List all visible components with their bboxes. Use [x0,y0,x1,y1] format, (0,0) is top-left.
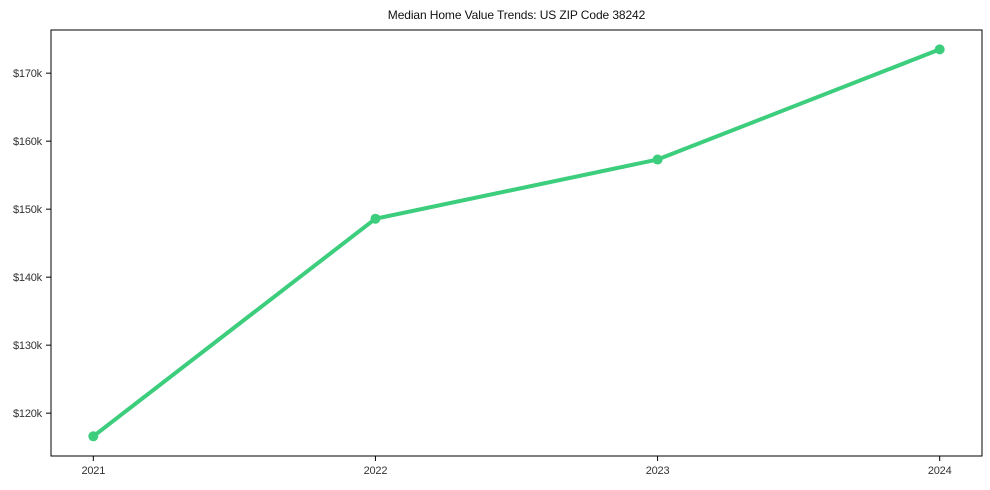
plot-border [50,29,983,457]
data-point-2024 [934,44,945,55]
x-tick-label: 2021 [81,465,105,477]
y-tick-label: $160k [13,136,43,148]
y-tick-label: $130k [13,340,43,352]
x-tick-label: 2024 [928,465,952,477]
y-tick-label: $120k [13,408,43,420]
y-tick-label: $170k [13,68,43,80]
y-tick-label: $150k [13,204,43,216]
trend-line [91,47,942,439]
data-point-2022 [370,213,381,224]
y-tick-label: $140k [13,272,43,284]
data-point-2021 [88,431,99,442]
chart-title: Median Home Value Trends: US ZIP Code 38… [387,8,646,22]
x-tick-label: 2023 [646,465,670,477]
x-tick-label: 2022 [364,465,388,477]
data-point-2023 [652,154,663,165]
